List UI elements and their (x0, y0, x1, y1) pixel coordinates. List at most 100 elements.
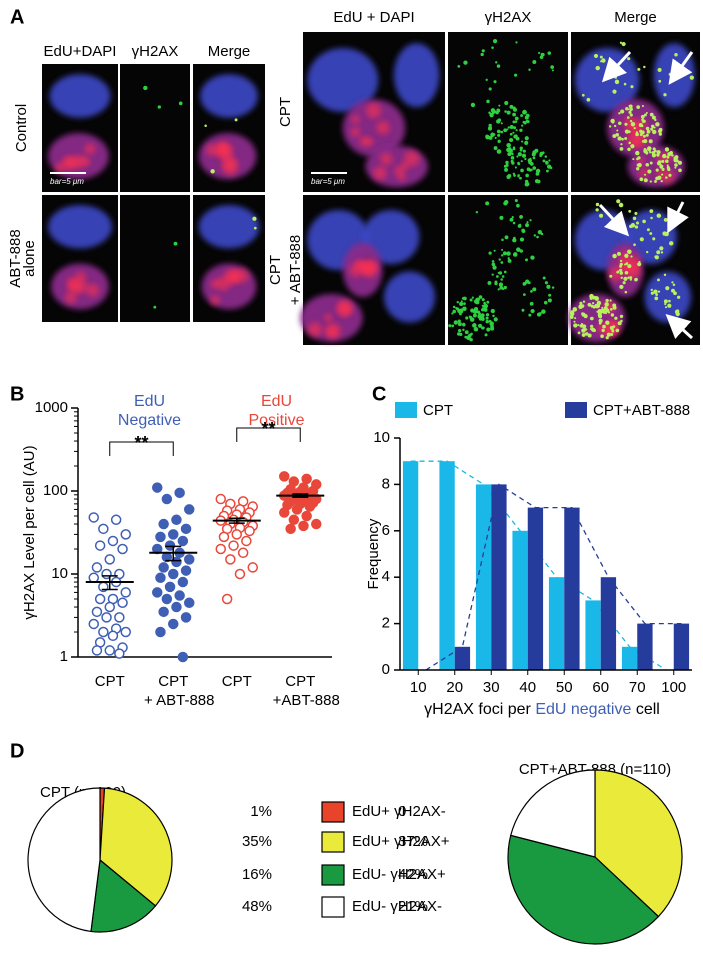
focus (649, 209, 654, 213)
nucleus (200, 74, 258, 118)
focus (493, 317, 498, 322)
dot (221, 593, 233, 605)
focus (583, 314, 588, 319)
focus (481, 308, 485, 312)
focus (478, 323, 483, 328)
focus (143, 85, 148, 91)
focus (547, 51, 552, 55)
focus (620, 276, 623, 279)
focus (502, 287, 505, 291)
focus (491, 273, 494, 276)
edu-spot (307, 322, 323, 337)
dot (120, 529, 131, 540)
focus (483, 303, 489, 309)
focus (673, 158, 678, 163)
nucleus (365, 145, 428, 188)
focus (643, 65, 646, 69)
focus (643, 139, 648, 144)
edu-spot (626, 131, 643, 148)
focus (519, 148, 523, 152)
focus (645, 133, 649, 137)
focus (526, 221, 529, 224)
pie-value-label: 48% (242, 898, 272, 915)
focus (627, 147, 631, 152)
focus (663, 155, 666, 158)
focus (492, 110, 497, 114)
focus (515, 136, 520, 141)
pie-value-label: 37% (398, 833, 428, 850)
focus (637, 262, 642, 267)
focus (507, 152, 512, 157)
focus (621, 42, 626, 47)
focus (666, 165, 670, 170)
focus (620, 319, 623, 323)
focus (612, 325, 616, 328)
focus (594, 303, 599, 308)
focus (509, 124, 514, 129)
bar (512, 530, 528, 670)
focus (649, 232, 653, 235)
focus (624, 122, 628, 126)
dot (104, 554, 115, 565)
focus (524, 115, 529, 120)
focus (253, 226, 257, 230)
row-label: alone (21, 240, 38, 277)
bar (475, 484, 492, 670)
focus (153, 305, 157, 309)
nucleus (307, 48, 379, 112)
dot (231, 529, 242, 540)
focus (498, 104, 501, 107)
focus (522, 110, 527, 115)
focus (665, 286, 670, 291)
focus (451, 312, 454, 315)
focus (457, 319, 461, 323)
focus (656, 213, 662, 218)
focus (661, 173, 664, 176)
focus (521, 153, 527, 158)
dot (94, 540, 106, 551)
focus (515, 41, 518, 44)
dot (107, 535, 119, 547)
focus (210, 169, 215, 174)
focus (615, 328, 620, 333)
y-tick-label: 1 (60, 648, 68, 665)
focus (657, 278, 660, 282)
focus (668, 299, 671, 303)
pie-slice (510, 769, 596, 858)
dot (104, 645, 115, 656)
focus (661, 167, 665, 171)
focus (545, 162, 549, 165)
focus (587, 302, 592, 307)
dot (180, 612, 192, 623)
focus (633, 243, 636, 247)
focus (476, 297, 480, 301)
group-label: Negative (118, 412, 181, 429)
significance: ** (261, 419, 275, 439)
focus (509, 104, 514, 109)
focus (644, 173, 647, 176)
dot (158, 562, 169, 573)
pie-slice (99, 787, 173, 907)
focus (491, 46, 494, 49)
dot (177, 651, 189, 663)
y-axis-label: Frequency (365, 518, 382, 589)
focus (593, 53, 599, 59)
focus (538, 51, 541, 55)
y-tick-label: 10 (51, 565, 68, 582)
focus (612, 303, 617, 308)
focus (503, 128, 508, 133)
pie-slice (90, 858, 157, 933)
x-tick-label: CPT (222, 673, 252, 690)
dot (298, 520, 309, 532)
focus (636, 105, 640, 109)
edu-spot (373, 166, 387, 180)
focus (521, 308, 525, 312)
dot (244, 525, 255, 537)
x-tick-label: 10 (410, 679, 427, 696)
bar (402, 461, 419, 670)
focus (524, 136, 529, 141)
focus (622, 281, 626, 285)
focus (629, 278, 632, 281)
focus (592, 302, 595, 305)
